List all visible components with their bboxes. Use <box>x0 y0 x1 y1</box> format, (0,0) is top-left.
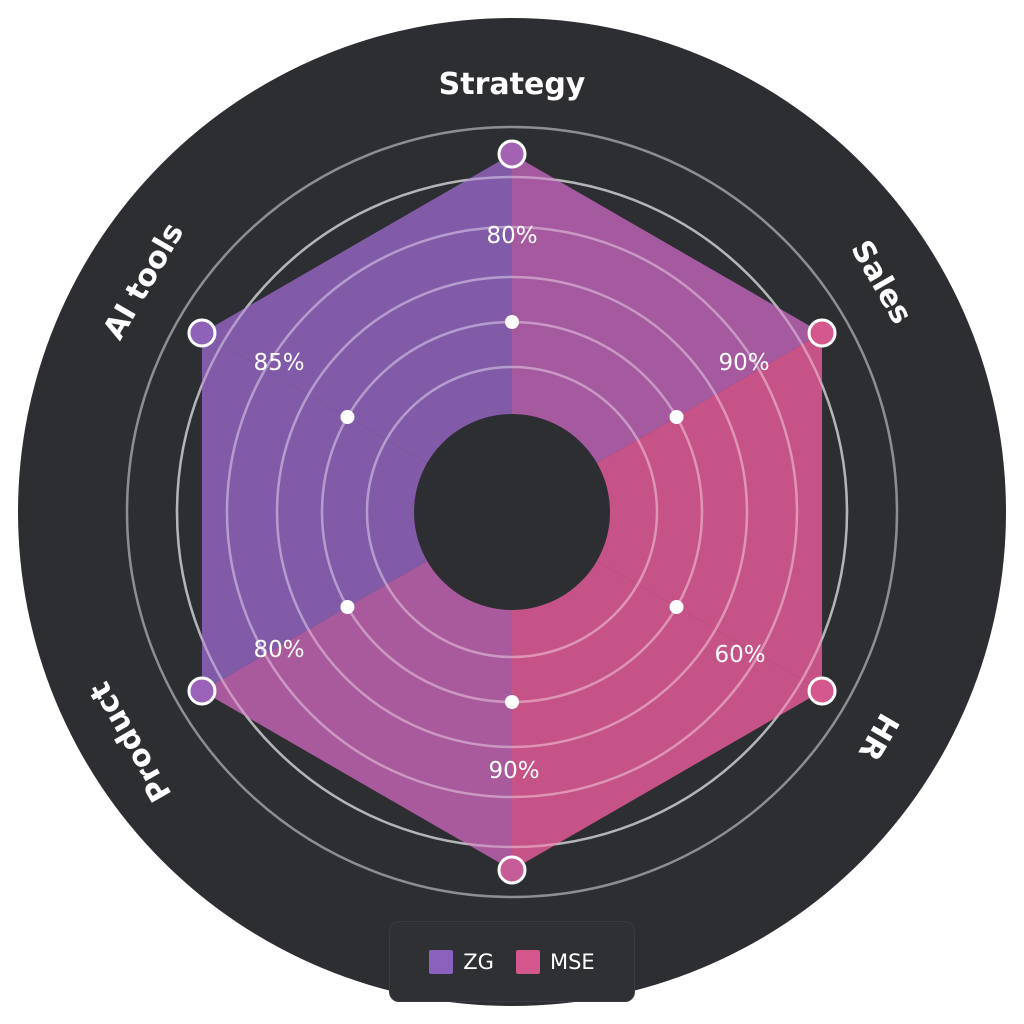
vertex-marker[interactable] <box>497 139 527 169</box>
inner-dot <box>669 600 684 614</box>
grid-ring-overlay <box>365 365 659 659</box>
inner-dot <box>340 410 355 424</box>
grid-ring-overlay <box>175 175 849 849</box>
vertex-marker[interactable] <box>807 318 837 348</box>
legend-item-mse[interactable]: MSE <box>515 949 595 974</box>
center-hole <box>414 414 610 610</box>
series-areas <box>175 154 849 870</box>
value-label: 60% <box>714 642 765 668</box>
inner-dot <box>505 695 519 709</box>
inner-dot <box>669 410 684 424</box>
series-area-mse-segment <box>201 512 513 870</box>
legend-label-mse: MSE <box>549 949 595 974</box>
value-label: 85% <box>253 350 304 376</box>
series-area-mse-segment <box>512 512 823 870</box>
legend-item-zg[interactable]: ZG <box>429 949 494 974</box>
value-label: 80% <box>253 637 304 663</box>
vertex-markers <box>187 139 837 885</box>
value-label: 80% <box>486 223 537 249</box>
legend-swatch-mse <box>515 949 540 974</box>
value-label: 90% <box>718 350 769 376</box>
vertex-marker[interactable] <box>807 676 837 706</box>
legend: ZG MSE <box>389 921 635 1002</box>
inner-dot <box>505 315 519 329</box>
vertex-marker[interactable] <box>187 318 217 348</box>
value-labels: 80% 90% 60% 90% 80% 85% <box>253 223 769 784</box>
series-area-zg-segment <box>201 333 513 691</box>
series-area-mse-segment <box>512 333 823 691</box>
legend-swatch-zg <box>429 949 454 974</box>
grid-ring-overlay <box>275 275 749 749</box>
legend-label-zg: ZG <box>463 949 494 974</box>
axis-label-strategy: Strategy <box>439 67 586 102</box>
value-label: 90% <box>488 758 539 784</box>
vertex-marker[interactable] <box>187 676 217 706</box>
vertex-marker[interactable] <box>497 855 527 885</box>
inner-dot <box>340 600 355 614</box>
grid-ring-overlay <box>225 225 799 799</box>
grid-ring <box>125 125 899 899</box>
series-area-mse-segment <box>512 154 823 512</box>
series-area-zg-segment <box>201 154 513 512</box>
inner-dots <box>340 315 684 709</box>
